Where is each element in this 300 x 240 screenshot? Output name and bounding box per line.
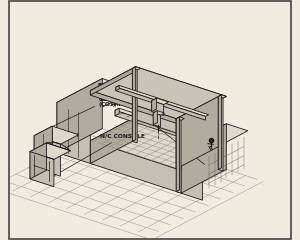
Polygon shape	[152, 98, 157, 112]
Polygon shape	[90, 67, 225, 120]
Text: CONTROL
PANEL: CONTROL PANEL	[110, 97, 204, 164]
Polygon shape	[116, 85, 119, 91]
Polygon shape	[90, 117, 136, 163]
Polygon shape	[181, 124, 226, 193]
Bar	[9, 1, 291, 239]
Polygon shape	[218, 95, 226, 98]
Polygon shape	[115, 110, 205, 145]
Polygon shape	[176, 119, 181, 170]
Polygon shape	[90, 117, 225, 170]
Polygon shape	[30, 143, 70, 159]
Polygon shape	[132, 67, 225, 98]
Polygon shape	[218, 95, 222, 169]
Text: N/C CONSOLE: N/C CONSOLE	[44, 134, 146, 181]
Polygon shape	[90, 141, 180, 193]
Text: BOTTLE
STORAGE: BOTTLE STORAGE	[98, 83, 130, 94]
Polygon shape	[132, 67, 140, 70]
Polygon shape	[116, 87, 206, 120]
Polygon shape	[57, 102, 90, 163]
Polygon shape	[153, 113, 161, 127]
Polygon shape	[132, 68, 222, 148]
Text: 10" LASER
(CO₂): 10" LASER (CO₂)	[99, 96, 134, 107]
Polygon shape	[152, 101, 164, 115]
Polygon shape	[30, 152, 54, 187]
Polygon shape	[153, 111, 164, 115]
Polygon shape	[115, 108, 209, 140]
Polygon shape	[218, 96, 223, 171]
Polygon shape	[132, 67, 136, 119]
Polygon shape	[116, 85, 209, 116]
Text: SERVICE
CONSOLE: SERVICE CONSOLE	[46, 92, 130, 129]
Polygon shape	[181, 148, 203, 200]
Polygon shape	[90, 67, 136, 95]
Polygon shape	[176, 95, 222, 169]
Polygon shape	[115, 108, 119, 116]
Polygon shape	[57, 78, 136, 113]
Polygon shape	[176, 119, 181, 193]
Polygon shape	[153, 111, 158, 125]
Polygon shape	[132, 67, 136, 141]
Polygon shape	[176, 95, 226, 120]
Polygon shape	[34, 126, 52, 168]
Polygon shape	[176, 117, 184, 120]
Polygon shape	[57, 78, 102, 153]
Polygon shape	[152, 98, 169, 105]
Polygon shape	[176, 117, 179, 192]
Polygon shape	[90, 90, 180, 124]
Polygon shape	[132, 68, 137, 143]
Polygon shape	[34, 126, 79, 144]
Polygon shape	[34, 136, 60, 176]
Polygon shape	[181, 124, 248, 155]
Polygon shape	[30, 143, 46, 179]
